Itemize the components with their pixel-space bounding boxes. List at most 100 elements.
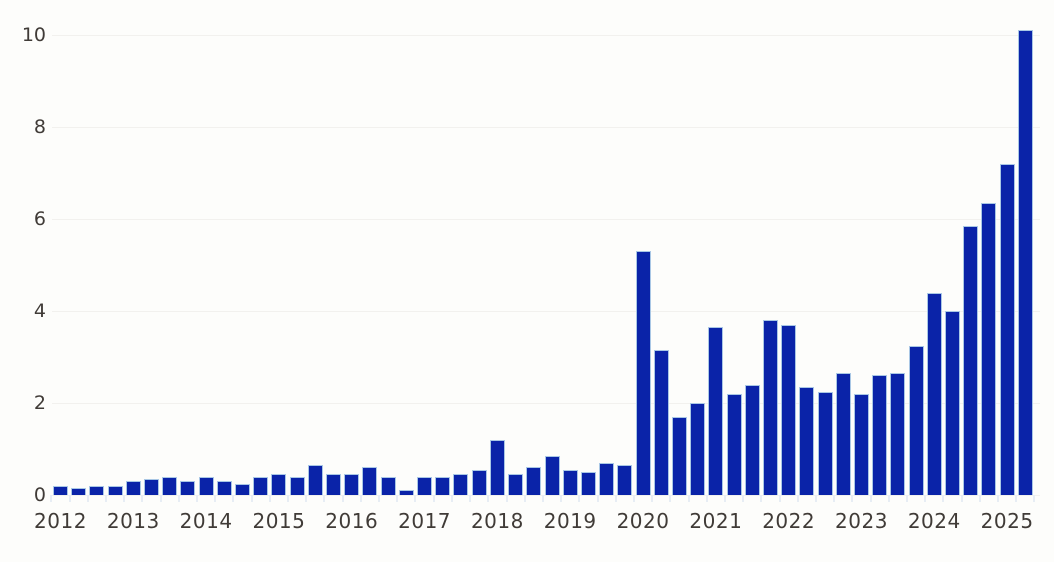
bar bbox=[198, 476, 214, 495]
bar bbox=[799, 386, 815, 495]
bar bbox=[944, 311, 960, 495]
axis-tick bbox=[814, 495, 817, 502]
gridline bbox=[52, 219, 1040, 220]
axis-tick bbox=[869, 495, 872, 502]
bar bbox=[471, 469, 487, 495]
y-axis-label: 8 bbox=[33, 116, 46, 138]
x-axis-label: 2025 bbox=[980, 509, 1034, 533]
y-axis-label: 4 bbox=[33, 300, 46, 322]
bar bbox=[326, 474, 342, 495]
axis-tick bbox=[997, 495, 999, 502]
axis-tick bbox=[705, 495, 708, 502]
axis-tick bbox=[378, 495, 381, 502]
axis-tick bbox=[541, 495, 544, 502]
bar bbox=[89, 485, 105, 495]
bar bbox=[562, 469, 578, 495]
x-axis-label: 2020 bbox=[616, 509, 670, 533]
bar bbox=[435, 476, 451, 495]
axis-tick bbox=[778, 495, 781, 502]
bar bbox=[853, 393, 869, 495]
axis-tick bbox=[86, 495, 89, 502]
bar bbox=[253, 476, 269, 495]
axis-tick bbox=[432, 495, 435, 502]
bar bbox=[526, 467, 542, 495]
bar bbox=[71, 488, 87, 495]
axis-tick bbox=[50, 495, 53, 502]
bar bbox=[708, 327, 724, 495]
bar bbox=[289, 476, 305, 495]
bar bbox=[726, 393, 742, 495]
bar bbox=[144, 478, 160, 495]
axis-tick bbox=[250, 495, 253, 502]
bar bbox=[817, 391, 833, 495]
axis-tick bbox=[669, 495, 672, 502]
axis-tick bbox=[1033, 495, 1036, 502]
y-axis-label: 6 bbox=[33, 208, 46, 230]
bar bbox=[744, 384, 760, 495]
bar bbox=[162, 476, 178, 495]
axis-tick bbox=[68, 495, 71, 502]
axis-tick bbox=[359, 495, 362, 502]
axis-tick bbox=[924, 495, 927, 502]
bar bbox=[580, 472, 596, 495]
bar bbox=[544, 455, 560, 495]
axis-tick bbox=[287, 495, 290, 502]
gridline bbox=[52, 495, 1040, 496]
axis-tick bbox=[305, 495, 308, 502]
axis-tick bbox=[796, 495, 799, 502]
x-axis-label: 2019 bbox=[543, 509, 597, 533]
axis-tick bbox=[505, 495, 508, 502]
axis-tick bbox=[960, 495, 963, 502]
axis-tick bbox=[450, 495, 453, 502]
axis-tick bbox=[887, 495, 890, 502]
axis-tick bbox=[905, 495, 908, 502]
bar bbox=[890, 373, 906, 495]
axis-tick bbox=[414, 495, 417, 502]
x-axis-label: 2015 bbox=[252, 509, 306, 533]
axis-tick bbox=[196, 495, 199, 502]
bar bbox=[981, 202, 997, 495]
x-axis-label: 2018 bbox=[470, 509, 524, 533]
x-axis-label: 2016 bbox=[325, 509, 379, 533]
axis-tick bbox=[651, 495, 654, 502]
x-axis-label: 2017 bbox=[398, 509, 452, 533]
bar bbox=[180, 481, 196, 495]
x-axis-label: 2014 bbox=[179, 509, 233, 533]
axis-tick bbox=[141, 495, 144, 502]
bar bbox=[107, 485, 123, 495]
gridline bbox=[52, 35, 1040, 36]
bar bbox=[307, 465, 323, 495]
bar bbox=[835, 373, 851, 495]
axis-tick bbox=[523, 495, 526, 502]
bar bbox=[398, 490, 414, 495]
bar bbox=[53, 485, 68, 495]
bar bbox=[417, 476, 433, 495]
bar bbox=[508, 474, 524, 495]
axis-tick bbox=[942, 495, 945, 502]
x-axis-label: 2023 bbox=[835, 509, 888, 533]
axis-tick bbox=[323, 495, 326, 502]
axis-tick bbox=[632, 495, 635, 502]
axis-tick bbox=[487, 495, 490, 502]
bar bbox=[617, 465, 633, 495]
axis-tick bbox=[833, 495, 836, 502]
bar bbox=[635, 251, 651, 495]
x-axis-label: 2021 bbox=[689, 509, 743, 533]
bar bbox=[872, 375, 888, 495]
axis-tick bbox=[159, 495, 162, 502]
axis-tick bbox=[578, 495, 581, 502]
x-axis-label: 2012 bbox=[34, 509, 87, 533]
bar bbox=[216, 481, 232, 495]
x-axis-label: 2024 bbox=[907, 509, 961, 533]
axis-tick bbox=[596, 495, 599, 502]
axis-tick bbox=[1015, 495, 1018, 502]
axis-tick bbox=[177, 495, 180, 502]
axis-tick bbox=[396, 495, 399, 502]
axis-tick bbox=[469, 495, 472, 502]
axis-tick bbox=[341, 495, 344, 502]
y-axis-label: 0 bbox=[33, 484, 46, 506]
axis-tick bbox=[123, 495, 126, 502]
axis-tick bbox=[614, 495, 617, 502]
bar bbox=[781, 324, 797, 495]
